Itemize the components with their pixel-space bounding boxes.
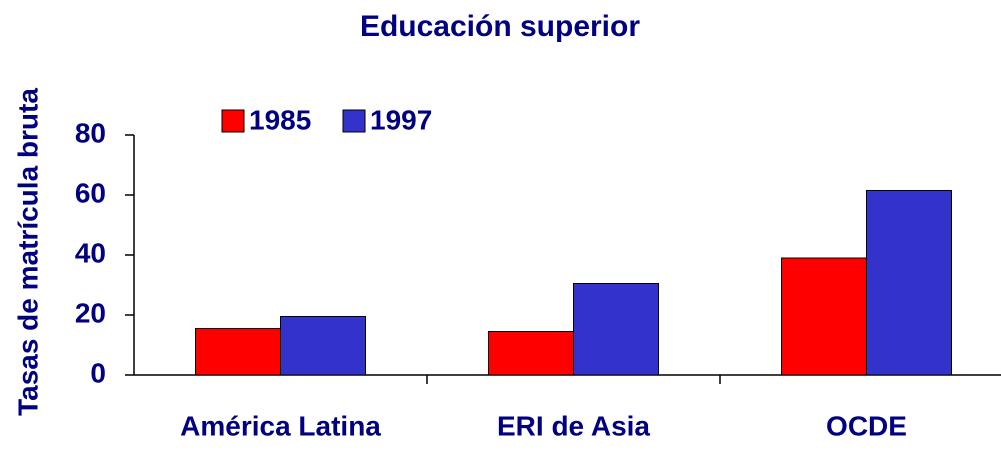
y-axis-label: Tasas de matrícula bruta [12, 88, 43, 416]
y-tick-label: 80 [75, 117, 106, 148]
bar [195, 328, 281, 376]
legend-label: 1997 [370, 104, 432, 135]
y-tick-label: 20 [75, 297, 106, 328]
bar [573, 283, 659, 376]
legend-label: 1985 [249, 104, 311, 135]
y-tick-label: 60 [75, 177, 106, 208]
bar [488, 331, 574, 376]
x-tick-label: América Latina [180, 410, 381, 441]
x-tick-label: ERI de Asia [497, 410, 650, 441]
bar [781, 257, 868, 376]
bar [280, 316, 366, 376]
bar [866, 190, 952, 376]
legend-swatch [342, 109, 366, 133]
legend-swatch [221, 109, 245, 133]
y-tick-label: 40 [75, 237, 106, 268]
y-tick-label: 0 [90, 357, 106, 388]
x-tick-label: OCDE [826, 410, 907, 441]
chart-title: Educación superior [360, 10, 640, 43]
